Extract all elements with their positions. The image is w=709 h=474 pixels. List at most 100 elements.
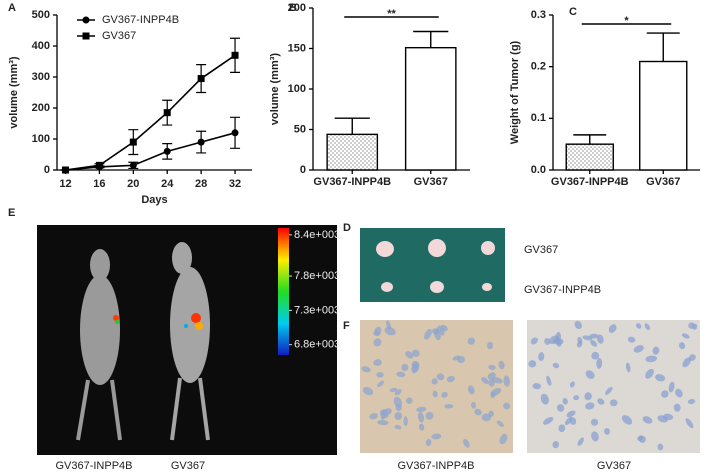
panel-label: D [343,222,351,234]
cell [564,416,573,426]
cell [596,357,603,369]
caption: GV367-INPP4B [55,460,132,472]
cell [597,398,605,405]
y-tick-label: 50 [294,123,306,135]
cell [577,437,584,446]
marker [129,161,137,169]
line [65,132,236,171]
line [65,54,236,171]
cell [418,423,425,431]
cell [376,372,384,378]
y-axis-label: volume (mm³) [269,53,281,125]
cell [642,416,653,424]
panel-label: F [343,320,350,332]
cell [582,335,593,341]
y-tick-label: 0.1 [531,112,546,124]
marker [197,75,205,83]
cell [608,324,617,333]
cell [569,381,575,388]
panel-label: A [8,2,16,14]
y-tick-label: 0 [44,164,50,176]
cell [625,362,631,373]
panel-label: E [8,207,15,219]
cell [396,371,406,378]
y-tick-label: 500 [32,9,50,21]
y-tick-label: 300 [32,71,50,83]
cell [585,370,595,379]
cells [361,320,511,448]
cell [532,383,542,390]
cell [573,395,580,401]
cell [538,352,545,362]
colorbar [278,228,289,355]
cell [655,374,666,382]
cell [657,443,664,451]
cell [491,377,503,384]
cell [432,390,438,398]
marker [129,138,137,146]
y-tick-label: 200 [32,102,50,114]
cell [576,340,583,348]
cell [362,386,374,396]
cell [369,412,378,420]
cell [661,390,669,398]
cell [431,378,438,385]
panel-label: C [569,6,577,18]
marker [231,51,239,59]
cell [373,338,382,347]
colorbar-tick-label: 8.4e+003 [294,229,340,241]
cell [377,380,384,388]
x-tick-label: 32 [229,178,241,190]
cell [644,323,651,331]
cell [609,399,618,407]
x-axis-label: Days [141,194,167,206]
cell [605,386,613,395]
cell [431,433,442,440]
x-tick-label: 20 [127,178,139,190]
colorbar-tick-label: 7.3e+003 [294,304,340,316]
marker [231,129,239,137]
cell [668,381,675,393]
cell [621,415,633,425]
cell [373,330,381,337]
row-label: GV367 [524,244,558,256]
cell [496,420,504,427]
cell [463,438,470,448]
legend-label: GV367 [102,30,136,42]
cell [596,334,604,344]
cell [590,418,599,426]
cell [379,409,389,419]
cell [591,351,600,360]
cell [627,336,636,343]
error-bar [413,30,449,48]
cell [552,362,560,369]
signal [191,313,201,323]
cell [361,366,371,373]
cell [401,363,409,372]
cell [386,320,392,330]
y-tick-label: 200 [288,2,306,14]
significance-label: ** [387,8,396,20]
mouse-left [76,249,122,441]
cell [384,326,396,336]
cell [439,327,445,336]
caption: GV367 [171,460,205,472]
cell [416,406,427,412]
cells [528,320,698,451]
caption: GV367-INPP4B [397,460,474,472]
cell [638,435,646,443]
cell [499,433,508,445]
ihc-image [360,320,513,453]
cell [574,320,582,330]
cell [471,401,476,409]
cell [604,428,611,435]
cell [444,404,454,409]
cell [406,397,413,404]
cell [556,404,565,412]
cell [688,322,695,329]
cell [591,431,599,442]
signal [115,320,119,324]
cell [446,375,455,383]
cell [474,408,482,416]
cell [589,333,599,339]
